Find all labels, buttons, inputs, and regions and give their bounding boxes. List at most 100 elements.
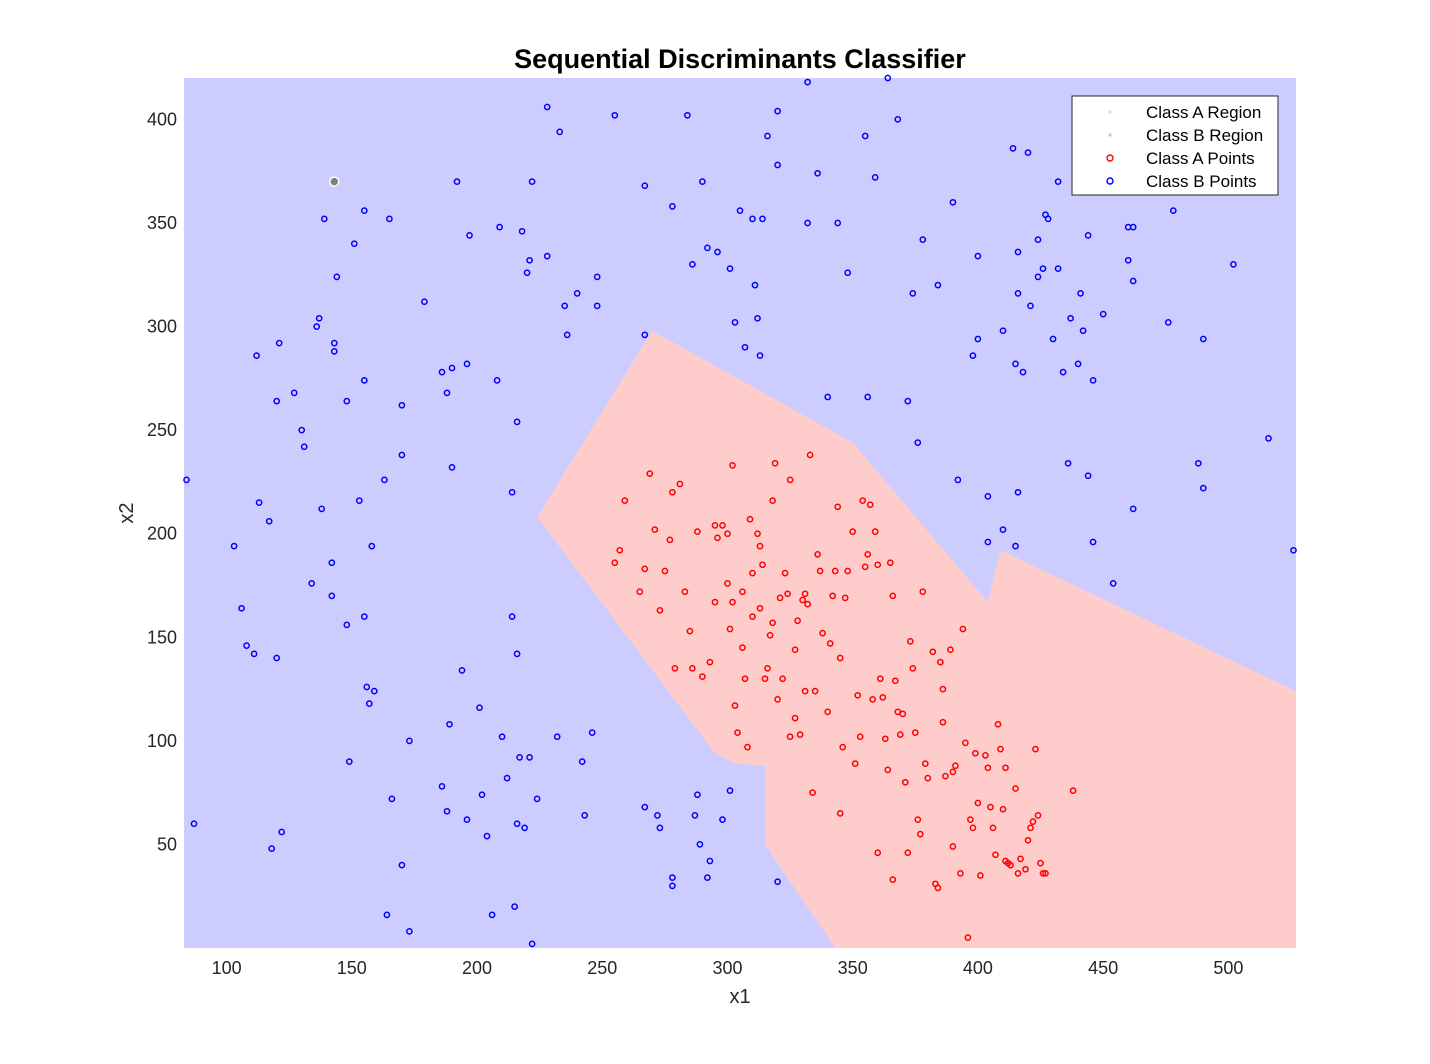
class-a-point (616, 546, 624, 554)
class-b-point (984, 538, 992, 546)
class-a-point (741, 675, 749, 683)
class-a-point (937, 658, 944, 666)
class-b-point (1290, 546, 1297, 554)
class-b-point (230, 542, 238, 550)
class-a-point (919, 588, 927, 596)
class-a-point (729, 598, 736, 606)
class-b-point (513, 418, 521, 426)
class-b-point (741, 343, 749, 351)
class-b-point (543, 103, 551, 111)
class-b-point (1079, 327, 1087, 335)
class-a-point (899, 710, 907, 718)
class-b-point (774, 161, 781, 169)
class-a-point (866, 501, 874, 509)
class-b-point (458, 667, 466, 674)
class-b-point (1054, 178, 1062, 185)
class-a-point (967, 816, 974, 823)
class-a-point (774, 696, 781, 703)
class-b-point (508, 488, 516, 496)
class-a-point (786, 733, 794, 741)
class-b-point (526, 754, 533, 761)
class-b-point (1054, 265, 1062, 272)
y-tick-label: 300 (147, 317, 177, 337)
class-b-point (1014, 290, 1022, 297)
class-b-point (330, 348, 338, 355)
class-a-point (829, 592, 837, 600)
x-tick-label: 100 (212, 958, 242, 978)
class-a-point (901, 778, 909, 786)
class-b-point (421, 298, 428, 306)
class-a-point (972, 749, 979, 757)
class-a-point (879, 694, 887, 701)
class-b-point (804, 219, 811, 227)
class-b-point (406, 737, 413, 745)
class-a-point (756, 542, 764, 550)
class-a-point (739, 588, 746, 596)
class-a-point (839, 743, 847, 751)
class-a-point (694, 528, 701, 535)
class-a-point (724, 580, 731, 587)
class-b-point (1129, 277, 1137, 285)
class-b-point (463, 816, 471, 823)
legend-marker-points-b (1106, 177, 1114, 185)
class-b-point (1084, 472, 1092, 480)
class-a-point (1027, 824, 1034, 832)
class-b-point (774, 107, 781, 115)
class-a-point (824, 708, 832, 716)
legend-label-region-a: Class A Region (1146, 103, 1261, 122)
class-b-point (669, 874, 676, 881)
class-b-point (388, 795, 396, 803)
class-b-point (1034, 273, 1042, 281)
class-a-point (969, 824, 977, 832)
class-b-point (578, 758, 586, 765)
class-b-point (443, 389, 451, 397)
class-b-point (919, 236, 927, 243)
class-b-point (714, 248, 721, 256)
class-b-point (914, 439, 922, 446)
class-b-point (556, 128, 564, 136)
class-b-point (864, 393, 872, 401)
class-b-point (804, 78, 811, 86)
class-a-point (661, 567, 669, 575)
class-b-point (523, 269, 531, 277)
class-b-point (726, 787, 734, 794)
class-b-point (1027, 302, 1034, 310)
class-a-point (1069, 787, 1077, 794)
class-b-point (656, 824, 664, 832)
class-b-point (543, 252, 551, 260)
class-b-point (1014, 248, 1022, 256)
class-a-point (726, 625, 734, 633)
class-b-point (278, 828, 286, 836)
class-b-point (756, 352, 764, 359)
class-b-point (954, 476, 962, 484)
class-a-point (836, 810, 844, 817)
class-b-point (345, 758, 353, 765)
class-a-point (871, 528, 879, 535)
class-a-point (681, 588, 689, 596)
class-a-point (816, 567, 824, 575)
class-b-point (588, 729, 596, 736)
class-b-point (350, 240, 358, 248)
class-a-point (949, 768, 957, 776)
class-a-point (819, 629, 826, 637)
class-a-point (1022, 865, 1029, 873)
class-b-point (383, 911, 391, 919)
legend: Class A Region Class B Region Class A Po… (1071, 95, 1279, 196)
class-a-point (1037, 859, 1044, 867)
class-b-point (861, 132, 869, 140)
class-a-point (754, 530, 761, 538)
class-b-point (593, 273, 601, 281)
class-a-point (801, 687, 809, 695)
class-b-point (300, 443, 308, 451)
class-b-point (315, 314, 323, 322)
class-b-point (466, 232, 473, 239)
class-a-point (849, 528, 857, 535)
class-b-point (731, 319, 739, 326)
class-b-point (1199, 484, 1207, 492)
class-b-point (1129, 505, 1137, 513)
class-b-point (478, 791, 486, 799)
class-b-point (1089, 377, 1097, 384)
class-b-point (1164, 319, 1172, 326)
class-b-point (871, 174, 879, 181)
